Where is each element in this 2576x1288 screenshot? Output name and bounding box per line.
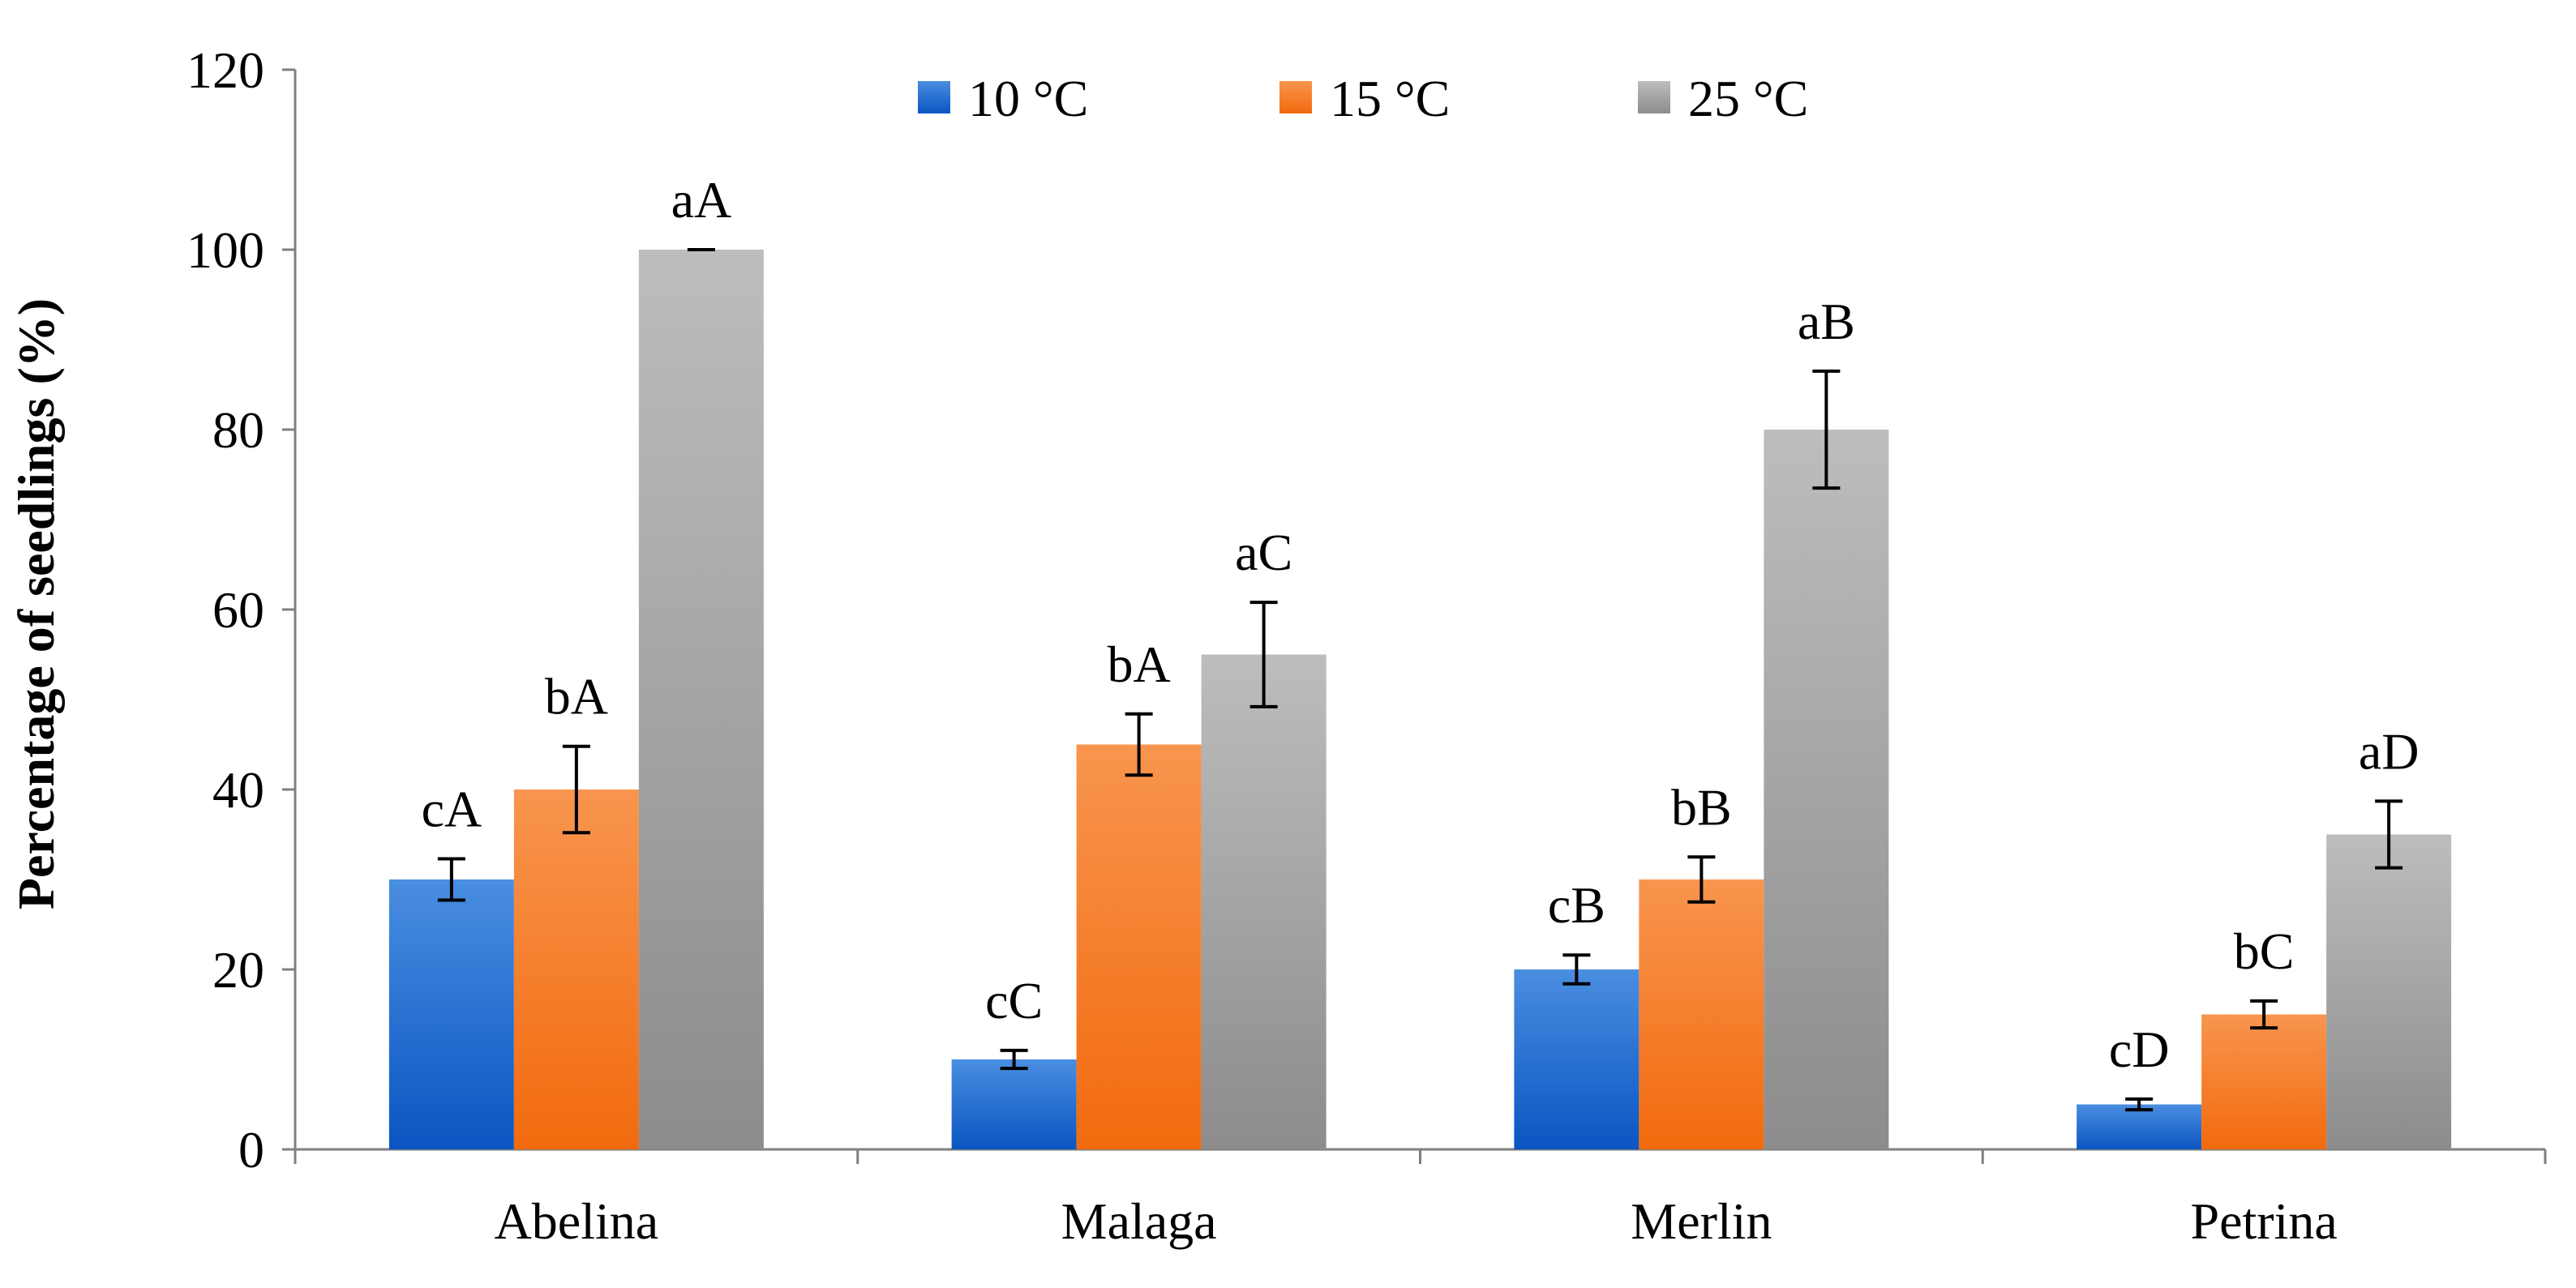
error-bar xyxy=(2125,1097,2154,1112)
bar xyxy=(2201,1014,2327,1149)
data-label: bA xyxy=(545,668,608,725)
data-label: bA xyxy=(1108,635,1171,693)
data-label: cC xyxy=(985,972,1043,1029)
x-tick-label: Malaga xyxy=(1061,1192,1217,1250)
error-bar xyxy=(2375,799,2403,870)
legend: 10 °C 15 °C 25 °C xyxy=(918,70,1808,127)
bar xyxy=(388,879,514,1149)
y-tick-label: 80 xyxy=(212,401,264,459)
y-tick-label: 100 xyxy=(186,221,264,279)
x-tick-label: Merlin xyxy=(1631,1192,1772,1250)
legend-item: 25 °C xyxy=(1638,70,1808,127)
error-bar xyxy=(1562,953,1591,986)
error-bar xyxy=(437,857,465,902)
y-tick-label: 120 xyxy=(186,41,264,99)
x-tick-label: Abelina xyxy=(495,1192,659,1250)
error-bar xyxy=(1812,369,1841,490)
bar xyxy=(2077,1104,2202,1149)
x-axis: Abelina Malaga Merlin Petrina xyxy=(294,1148,2547,1250)
y-axis-title: Percentage of seedlings (%) xyxy=(7,298,65,909)
legend-swatch xyxy=(1279,81,1312,113)
y-tick-label: 0 xyxy=(238,1121,264,1179)
legend-item: 15 °C xyxy=(1279,70,1450,127)
bar xyxy=(1764,430,1889,1149)
data-label: aD xyxy=(2359,722,2420,780)
legend-label: 10 °C xyxy=(968,70,1088,127)
data-label: aB xyxy=(1798,293,1855,350)
bars xyxy=(388,250,2452,1149)
bar xyxy=(1639,879,1764,1149)
bar xyxy=(1514,969,1639,1149)
y-tick-label: 60 xyxy=(212,581,264,639)
error-bar xyxy=(1125,712,1153,777)
data-label: bC xyxy=(2234,922,2295,980)
error-bar xyxy=(1687,855,1716,904)
data-label: cA xyxy=(422,780,482,837)
legend-item: 10 °C xyxy=(918,70,1088,127)
error-bars xyxy=(437,248,2403,1112)
bar xyxy=(1201,654,1327,1149)
data-label: bB xyxy=(1671,778,1732,836)
legend-swatch xyxy=(1638,81,1670,113)
error-bar xyxy=(1000,1048,1028,1071)
legend-swatch xyxy=(918,81,950,113)
bar xyxy=(2326,834,2452,1149)
legend-label: 15 °C xyxy=(1330,70,1450,127)
bar xyxy=(951,1059,1077,1149)
data-label: cD xyxy=(2109,1021,2170,1078)
bar xyxy=(638,250,764,1149)
data-label: cB xyxy=(1548,876,1605,934)
data-label: aC xyxy=(1235,524,1292,581)
x-tick-label: Petrina xyxy=(2190,1192,2337,1250)
y-tick-label: 40 xyxy=(212,761,264,819)
legend-label: 25 °C xyxy=(1688,70,1808,127)
bar xyxy=(513,789,639,1149)
bar xyxy=(1076,744,1202,1149)
data-label: aA xyxy=(671,171,732,229)
significance-labels: cA bA aA cC bA aC cB bB aB cD bC aD xyxy=(422,171,2420,1078)
error-bar xyxy=(2250,999,2278,1030)
error-bar xyxy=(562,744,590,835)
y-tick-label: 20 xyxy=(212,941,264,999)
error-bar xyxy=(1249,601,1278,708)
y-axis: 0 20 40 60 80 100 120 xyxy=(186,41,297,1179)
